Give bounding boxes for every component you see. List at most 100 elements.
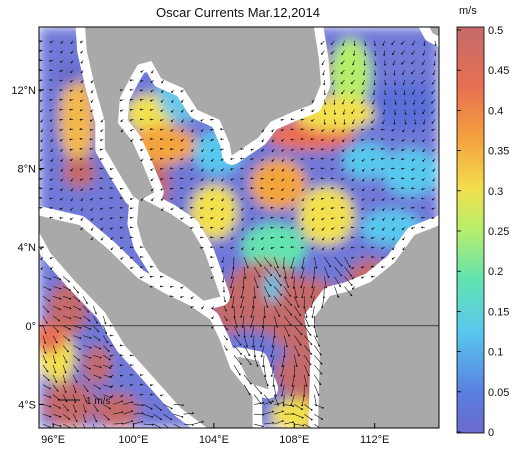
current-vector — [274, 402, 284, 405]
current-vector-head — [381, 138, 383, 140]
current-vector-head — [334, 122, 337, 125]
current-vector-head — [340, 72, 343, 75]
colorbar-tick-label: 0.5 — [488, 25, 503, 37]
current-vector-head — [99, 187, 102, 190]
current-vector-head — [251, 248, 254, 251]
current-vector-head — [119, 374, 122, 377]
current-vector-head — [95, 430, 97, 432]
current-vector-head — [59, 118, 62, 121]
current-vector-head — [160, 157, 162, 160]
current-vector — [83, 355, 91, 359]
current-vector-head — [109, 168, 112, 171]
current-vector-head — [119, 237, 122, 239]
current-vector-head — [129, 108, 132, 111]
current-vector-head — [79, 118, 82, 121]
current-vector-head — [432, 189, 434, 192]
current-vector-head — [260, 355, 263, 358]
current-vector-head — [291, 189, 294, 192]
current-vector-head — [239, 343, 242, 346]
current-vector-head — [311, 110, 314, 113]
current-vector-head — [40, 110, 42, 113]
current-vector-head — [249, 363, 252, 365]
current-vector — [42, 335, 46, 343]
current-vector-head — [150, 128, 152, 131]
current-vector-head — [382, 209, 384, 211]
current-vector-head — [290, 138, 293, 141]
current-vector-head — [150, 109, 152, 111]
current-vector-head — [45, 321, 48, 324]
current-vector-head — [351, 267, 354, 270]
current-vector — [93, 404, 98, 411]
current-vector — [62, 345, 69, 352]
current-vector — [273, 276, 282, 286]
current-vector-head — [300, 276, 303, 279]
current-vector — [72, 404, 77, 412]
current-vector-head — [70, 218, 72, 221]
current-vector-head — [291, 159, 293, 162]
current-vector — [263, 365, 266, 377]
current-vector-head — [261, 159, 263, 162]
current-vector-head — [139, 98, 142, 101]
current-vector-head — [220, 138, 223, 141]
current-vector-head — [191, 120, 193, 123]
current-vector — [93, 414, 97, 422]
current-vector — [83, 325, 91, 330]
current-vector-head — [381, 157, 383, 160]
colorbar-tick-label: 0 — [488, 427, 494, 439]
current-vector-head — [248, 393, 251, 396]
current-vector-head — [49, 207, 52, 209]
current-vector-head — [78, 300, 81, 302]
current-vector — [283, 394, 285, 406]
current-vector-head — [190, 206, 193, 209]
current-vector-head — [120, 385, 122, 387]
current-vector-head — [412, 130, 415, 133]
current-vector-head — [288, 334, 290, 337]
current-vector-head — [321, 418, 323, 420]
current-vector-head — [381, 122, 384, 124]
current-vector — [344, 266, 352, 276]
current-vector-head — [40, 268, 43, 270]
current-vector-head — [99, 197, 102, 200]
current-vector-head — [50, 130, 52, 132]
current-vector-head — [250, 187, 253, 190]
current-vector-head — [59, 297, 62, 300]
current-vector-head — [89, 129, 92, 131]
current-vector — [294, 305, 301, 316]
current-vector — [273, 394, 279, 406]
current-vector-head — [381, 247, 384, 250]
current-vector-head — [342, 150, 344, 152]
current-vector-head — [48, 387, 51, 390]
current-vector-head — [300, 109, 303, 112]
current-vector-head — [139, 374, 142, 376]
current-vector-head — [270, 402, 272, 405]
current-vector-head — [119, 344, 122, 347]
current-vector-head — [391, 257, 394, 260]
current-vector-head — [321, 407, 324, 409]
current-vector-head — [210, 277, 213, 279]
current-vector-head — [422, 112, 424, 115]
current-vector-head — [49, 99, 52, 101]
current-vector-head — [119, 216, 122, 219]
current-vector-head — [74, 401, 77, 403]
current-vector-head — [371, 237, 373, 240]
current-vector — [62, 286, 71, 291]
current-vector-head — [280, 236, 283, 239]
current-vector-head — [140, 128, 142, 131]
current-vector-head — [190, 297, 193, 299]
current-vector — [42, 384, 50, 389]
current-vector-head — [129, 226, 132, 229]
current-vector-head — [220, 227, 223, 230]
speed-blob — [298, 186, 355, 246]
current-vector — [240, 296, 245, 307]
current-vector-head — [371, 128, 373, 131]
current-vector — [304, 315, 310, 327]
current-vector-head — [361, 139, 363, 141]
current-vector — [83, 315, 90, 321]
current-vector-head — [55, 380, 58, 383]
current-vector-head — [109, 367, 112, 369]
current-vector-head — [244, 276, 247, 279]
current-vector-head — [224, 300, 227, 302]
current-vector — [163, 404, 172, 409]
current-vector-head — [270, 206, 273, 209]
current-vector-head — [411, 72, 413, 75]
